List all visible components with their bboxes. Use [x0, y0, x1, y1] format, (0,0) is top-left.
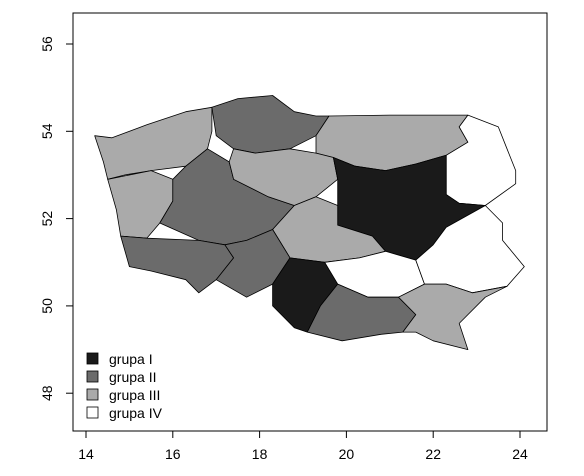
y-tick-label: 52 [39, 211, 55, 227]
regions-layer [94, 95, 525, 351]
legend-label: grupa IV [109, 405, 163, 421]
x-tick-label: 22 [425, 446, 441, 462]
x-axis: 14 16 18 20 22 24 [78, 430, 528, 462]
x-tick-label: 18 [252, 446, 268, 462]
x-tick-label: 24 [512, 446, 528, 462]
legend-swatch [86, 406, 99, 419]
legend-swatch [86, 352, 99, 365]
legend: grupa I grupa II grupa III grupa IV [86, 351, 163, 421]
legend-swatch [86, 370, 99, 383]
y-tick-label: 48 [39, 385, 55, 401]
legend-label: grupa III [109, 387, 160, 403]
x-tick-label: 16 [165, 446, 181, 462]
y-axis: 48 50 52 54 56 [39, 36, 74, 401]
y-tick-label: 54 [39, 123, 55, 139]
legend-swatch [86, 388, 99, 401]
y-tick-label: 50 [39, 298, 55, 314]
x-tick-label: 14 [78, 446, 94, 462]
region-podkarpackie [398, 283, 508, 351]
y-tick-label: 56 [39, 36, 55, 52]
region-kujawsko-pomorskie [228, 148, 339, 206]
legend-label: grupa II [109, 369, 156, 385]
legend-label: grupa I [109, 351, 153, 367]
x-tick-label: 20 [339, 446, 355, 462]
